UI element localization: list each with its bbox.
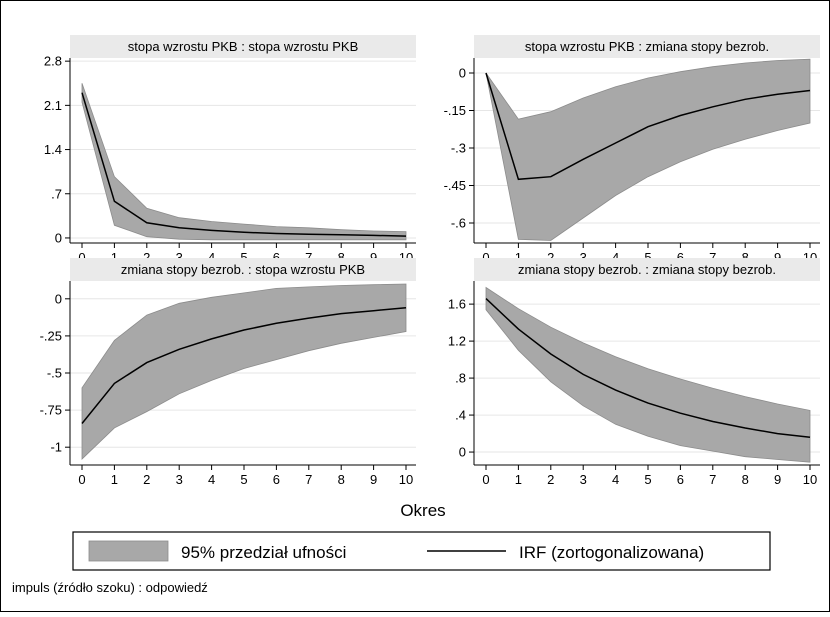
x-tick-label: 3 [176,472,183,487]
x-tick-label: 1 [515,472,522,487]
y-tick-label: .4 [455,408,466,423]
x-tick-label: 2 [143,472,150,487]
y-tick-label: 2.8 [44,54,62,69]
x-tick-label: 5 [240,472,247,487]
panel-title: zmiana stopy bezrob. : stopa wzrostu PKB [121,262,365,277]
x-tick-label: 7 [305,250,312,265]
x-tick-label: 4 [208,250,215,265]
x-tick-label: 10 [399,472,413,487]
y-tick-label: -.6 [451,216,466,231]
x-tick-label: 1 [111,472,118,487]
x-tick-label: 6 [677,250,684,265]
x-tick-label: 0 [482,250,489,265]
y-tick-label: -.5 [47,366,62,381]
y-tick-label: 1.4 [44,142,62,157]
x-tick-label: 8 [338,472,345,487]
legend-ci-swatch [88,540,169,562]
x-tick-label: 0 [78,250,85,265]
panel-title: stopa wzrostu PKB : zmiana stopy bezrob. [525,39,769,54]
y-tick-label: -.15 [444,103,466,118]
y-tick-label: .8 [455,371,466,386]
x-tick-label: 2 [547,250,554,265]
x-tick-label: 3 [580,250,587,265]
x-tick-label: 9 [774,250,781,265]
x-tick-label: 0 [482,472,489,487]
x-tick-label: 6 [273,250,280,265]
y-tick-label: 0 [459,66,466,81]
x-tick-label: 9 [774,472,781,487]
legend: 95% przedział ufności IRF (zortogonalizo… [72,531,771,571]
y-tick-label: -.75 [40,403,62,418]
legend-irf-label: IRF (zortogonalizowana) [519,543,704,562]
x-tick-label: 4 [208,472,215,487]
irf-line [81,92,407,237]
panels: stopa wzrostu PKB : stopa wzrostu PKB 0 .7… [40,35,820,487]
ci-band [81,83,407,241]
x-tick-label: 5 [240,250,247,265]
x-tick-label: 7 [305,472,312,487]
y-tick-label: 0 [459,445,466,460]
legend-box [72,531,771,571]
x-tick-label: 8 [338,250,345,265]
panel-header [70,258,416,281]
panel-header [474,35,820,58]
legend-ci-label: 95% przedział ufności [181,543,346,562]
x-tick-label: 2 [143,250,150,265]
irf-line [81,306,407,424]
ci-band [485,286,811,463]
y-tick-label: -.45 [444,178,466,193]
x-tick-label: 4 [612,250,619,265]
x-tick-label: 5 [644,472,651,487]
x-tick-label: 7 [709,250,716,265]
panel-3: zmiana stopy bezrob. : stopa wzrostu PKB… [40,258,416,487]
x-tick-label: 9 [370,472,377,487]
x-tick-label: 4 [612,472,619,487]
x-tick-label: 8 [742,250,749,265]
y-tick-label: 1.2 [448,334,466,349]
y-tick-label: 0 [55,230,62,245]
x-tick-label: 1 [111,250,118,265]
ci-band [81,283,407,461]
y-tick-label: 1.6 [448,297,466,312]
y-tick-label: 2.1 [44,98,62,113]
x-tick-label: 3 [580,472,587,487]
footnote: impuls (źródło szoku) : odpowiedź [12,580,208,595]
x-tick-label: 7 [709,472,716,487]
panel-2: stopa wzrostu PKB : zmiana stopy bezrob.… [444,35,820,265]
y-tick-label: 0 [55,291,62,306]
x-tick-label: 2 [547,472,554,487]
x-tick-label: 10 [803,472,817,487]
panel-title: zmiana stopy bezrob. : zmiana stopy bezr… [518,262,776,277]
panel-header [474,258,820,281]
x-tick-label: 9 [370,250,377,265]
x-tick-label: 0 [78,472,85,487]
panel-header [70,35,416,58]
x-tick-label: 6 [273,472,280,487]
y-tick-label: -1 [50,440,62,455]
panel-title: stopa wzrostu PKB : stopa wzrostu PKB [128,39,359,54]
panel-4: zmiana stopy bezrob. : zmiana stopy bezr… [448,258,820,487]
x-tick-label: 6 [677,472,684,487]
y-tick-label: -.25 [40,328,62,343]
x-tick-label: 3 [176,250,183,265]
y-tick-label: .7 [51,186,62,201]
x-axis-title: Okres [400,501,445,520]
irf-line [485,72,811,181]
x-tick-label: 1 [515,250,522,265]
y-tick-label: -.3 [451,141,466,156]
x-tick-label: 5 [644,250,651,265]
irf-line [485,298,811,439]
panel-1: stopa wzrostu PKB : stopa wzrostu PKB 0 .7… [44,35,416,265]
x-tick-label: 8 [742,472,749,487]
